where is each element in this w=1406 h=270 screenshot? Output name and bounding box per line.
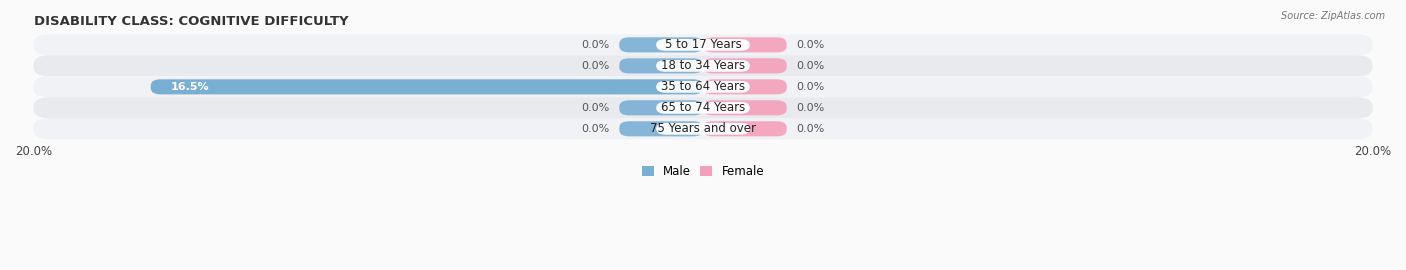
FancyBboxPatch shape — [619, 58, 703, 73]
Text: 0.0%: 0.0% — [797, 124, 825, 134]
FancyBboxPatch shape — [34, 118, 1372, 139]
FancyBboxPatch shape — [703, 37, 787, 52]
Text: 0.0%: 0.0% — [581, 40, 609, 50]
Text: 0.0%: 0.0% — [581, 124, 609, 134]
FancyBboxPatch shape — [619, 121, 703, 136]
Text: 0.0%: 0.0% — [797, 103, 825, 113]
Text: 35 to 64 Years: 35 to 64 Years — [661, 80, 745, 93]
FancyBboxPatch shape — [34, 34, 1372, 55]
FancyBboxPatch shape — [150, 79, 703, 94]
Text: 65 to 74 Years: 65 to 74 Years — [661, 101, 745, 114]
FancyBboxPatch shape — [34, 55, 1372, 76]
Text: 0.0%: 0.0% — [581, 61, 609, 71]
FancyBboxPatch shape — [703, 100, 787, 115]
Text: 16.5%: 16.5% — [170, 82, 209, 92]
Text: 0.0%: 0.0% — [797, 40, 825, 50]
FancyBboxPatch shape — [657, 123, 749, 135]
Legend: Male, Female: Male, Female — [637, 160, 769, 183]
FancyBboxPatch shape — [703, 121, 787, 136]
Text: 5 to 17 Years: 5 to 17 Years — [665, 38, 741, 51]
FancyBboxPatch shape — [34, 97, 1372, 118]
FancyBboxPatch shape — [657, 102, 749, 114]
FancyBboxPatch shape — [657, 81, 749, 93]
FancyBboxPatch shape — [657, 39, 749, 51]
FancyBboxPatch shape — [619, 37, 703, 52]
Text: 0.0%: 0.0% — [797, 82, 825, 92]
FancyBboxPatch shape — [703, 58, 787, 73]
Text: 0.0%: 0.0% — [797, 61, 825, 71]
Text: DISABILITY CLASS: COGNITIVE DIFFICULTY: DISABILITY CLASS: COGNITIVE DIFFICULTY — [34, 15, 349, 28]
FancyBboxPatch shape — [657, 60, 749, 72]
Text: 75 Years and over: 75 Years and over — [650, 122, 756, 135]
Text: 0.0%: 0.0% — [581, 103, 609, 113]
FancyBboxPatch shape — [34, 76, 1372, 97]
Text: Source: ZipAtlas.com: Source: ZipAtlas.com — [1281, 11, 1385, 21]
FancyBboxPatch shape — [619, 100, 703, 115]
Text: 18 to 34 Years: 18 to 34 Years — [661, 59, 745, 72]
FancyBboxPatch shape — [703, 79, 787, 94]
